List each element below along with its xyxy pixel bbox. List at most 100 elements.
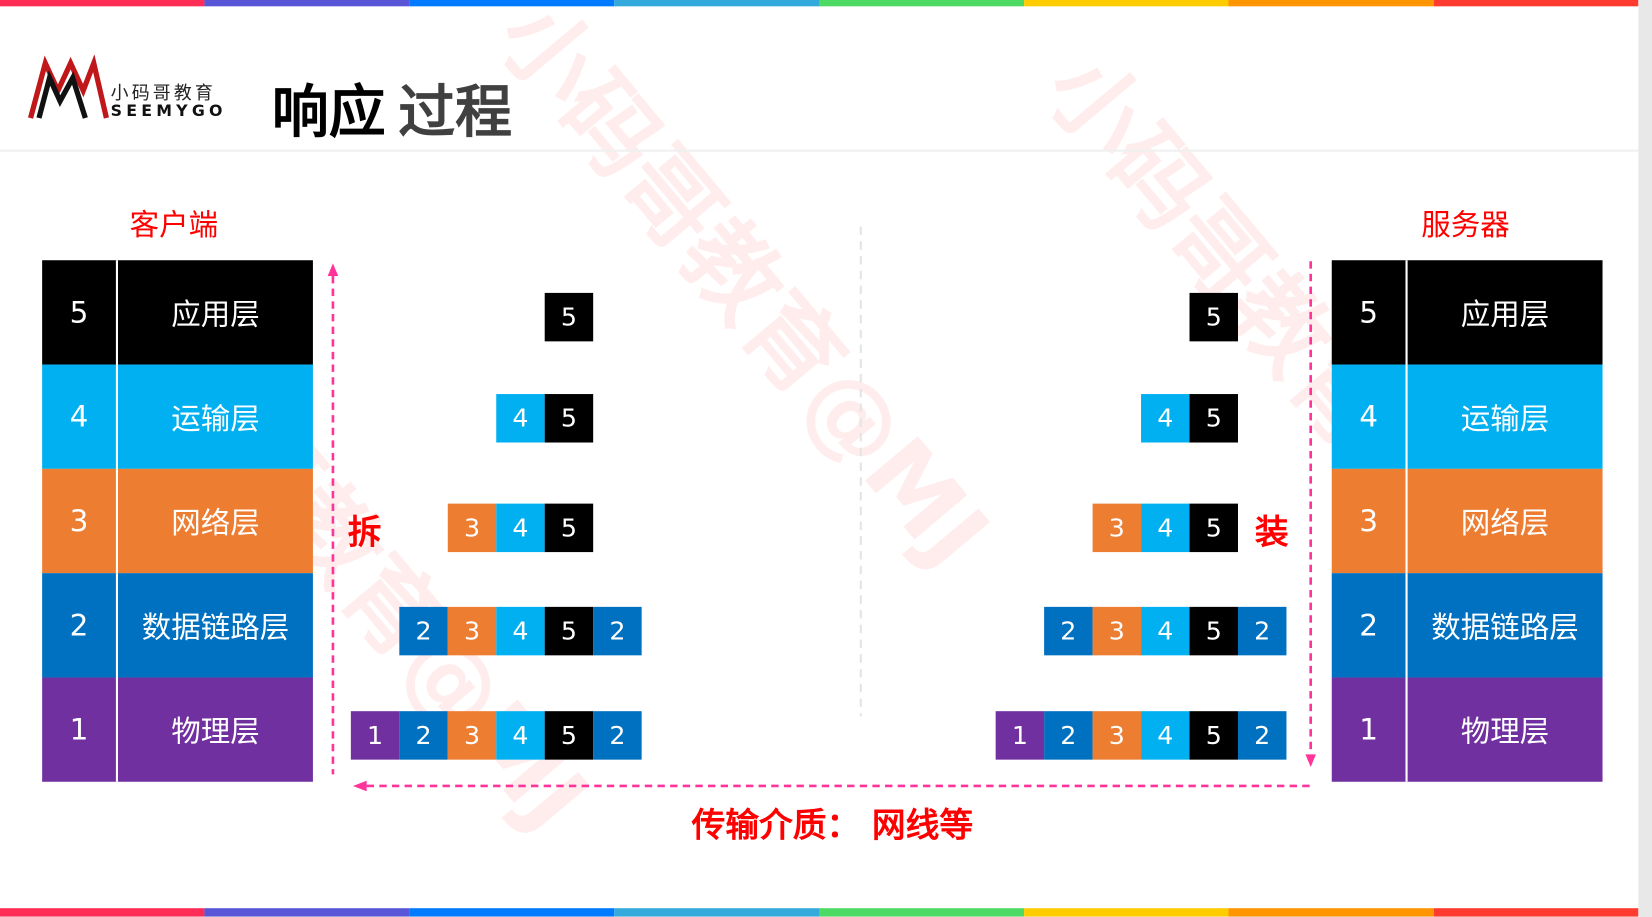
packet-header-block: 3: [447, 503, 497, 553]
layer-row: 2 数据链路层: [1331, 573, 1603, 678]
layer-number: 5: [1332, 260, 1408, 365]
packet-header-block: 4: [1141, 394, 1190, 443]
arrow-up-icon: [327, 263, 339, 277]
layer-name: 应用层: [1460, 296, 1550, 332]
layer-number: 5: [42, 260, 119, 365]
color-segment: [1023, 908, 1229, 917]
packet-header-block: 2: [1237, 711, 1287, 760]
packet-header-block: 1: [995, 711, 1045, 760]
medium-label: 传输介质： 网线等: [691, 804, 974, 845]
color-segment: [819, 908, 1024, 917]
color-segment: [1433, 0, 1639, 7]
packet-header-block: 2: [399, 711, 448, 760]
header-divider: [0, 149, 1639, 152]
packet-header-block: 5: [1189, 711, 1238, 760]
layer-row: 2 数据链路层: [42, 573, 313, 678]
title-part2: 过程: [398, 79, 513, 146]
layer-number: 3: [1332, 468, 1408, 574]
color-segment: [409, 0, 615, 7]
logo-text-en: SEEMYGO: [110, 101, 227, 121]
layer-name: 数据链路层: [1431, 609, 1579, 645]
layer-number: 4: [42, 364, 119, 469]
color-segment: [204, 908, 410, 917]
client-label: 客户端: [129, 207, 219, 243]
top-color-bar: [0, 0, 1639, 7]
layer-number: 3: [42, 468, 119, 574]
packet-header-block: 5: [1189, 394, 1238, 443]
color-segment: [1023, 0, 1229, 7]
layer-name: 运输层: [1460, 400, 1550, 436]
color-segment: [819, 0, 1024, 7]
color-segment: [1433, 908, 1639, 917]
packet-header-block: 5: [1189, 292, 1238, 342]
packet-header-block: 3: [1092, 606, 1142, 656]
bottom-color-bar: [0, 908, 1639, 917]
layer-number: 2: [42, 573, 119, 678]
layer-number: 2: [1332, 573, 1408, 678]
layer-number: 1: [42, 677, 119, 782]
layer-name: 运输层: [171, 400, 260, 436]
layer-row: 4 运输层: [1331, 364, 1603, 469]
server-action-label: 装: [1254, 512, 1289, 553]
packet-header-block: 3: [1092, 711, 1142, 760]
packet-header-block: 2: [399, 606, 448, 656]
layer-number: 1: [1332, 677, 1408, 782]
title-part1: 响应: [271, 79, 386, 146]
packet-header-block: 5: [1189, 606, 1238, 656]
layer-row: 5 应用层: [42, 260, 313, 365]
page-title: 响应 过程: [272, 65, 512, 148]
layer-name: 数据链路层: [141, 609, 290, 645]
packet-header-block: 5: [544, 394, 594, 443]
color-segment: [409, 908, 615, 917]
packet-header-block: 3: [447, 711, 497, 760]
packet-header-block: 3: [1092, 503, 1142, 553]
packet-header-block: 5: [544, 606, 594, 656]
packet-header-block: 2: [1237, 606, 1287, 656]
packet-header-block: 4: [1141, 606, 1190, 656]
packet-header-block: 3: [447, 606, 497, 656]
packet-header-block: 5: [544, 292, 594, 342]
server-layer-table: 5 应用层 4 运输层 3 网络层 2 数据链路层 1 物理层: [1331, 260, 1603, 782]
arrow-left-icon: [352, 780, 367, 792]
packet-header-block: 4: [1141, 711, 1190, 760]
packet-header-block: 5: [544, 503, 594, 553]
packet-header-block: 5: [544, 711, 594, 760]
packet-header-block: 5: [1189, 503, 1238, 553]
logo: 小码哥教育 SEEMYGO: [26, 54, 237, 122]
color-segment: [614, 908, 820, 917]
logo-m-icon: [28, 54, 109, 119]
logo-text-cn: 小码哥教育: [110, 83, 216, 105]
layer-row: 1 物理层: [42, 677, 313, 782]
color-segment: [0, 0, 205, 7]
color-segment: [1228, 908, 1434, 917]
packet-header-block: 2: [593, 711, 642, 760]
color-segment: [204, 0, 410, 7]
layer-name: 应用层: [171, 296, 260, 332]
layer-row: 4 运输层: [42, 364, 313, 469]
packet-header-block: 1: [350, 711, 400, 760]
packet-header-block: 4: [1141, 503, 1190, 553]
layer-number: 4: [1332, 364, 1408, 469]
server-label: 服务器: [1421, 207, 1510, 243]
layer-row: 3 网络层: [1331, 468, 1603, 574]
client-layer-table: 5 应用层 4 运输层 3 网络层 2 数据链路层 1 物理层: [42, 260, 313, 782]
layer-name: 网络层: [171, 505, 260, 540]
packet-header-block: 2: [593, 606, 642, 656]
packet-header-block: 4: [496, 394, 545, 443]
layer-name: 网络层: [1460, 505, 1550, 540]
color-segment: [0, 908, 205, 917]
packet-header-block: 4: [496, 606, 545, 656]
layer-row: 3 网络层: [42, 468, 313, 574]
color-segment: [1228, 0, 1434, 7]
packet-header-block: 2: [1044, 606, 1093, 656]
layer-name: 物理层: [171, 713, 260, 749]
arrow-down-icon: [1305, 754, 1316, 768]
client-action-label: 拆: [347, 512, 382, 553]
packet-header-block: 4: [496, 711, 545, 760]
color-segment: [614, 0, 820, 7]
layer-row: 5 应用层: [1331, 260, 1603, 365]
packet-header-block: 4: [496, 503, 545, 553]
packet-header-block: 2: [1044, 711, 1093, 760]
